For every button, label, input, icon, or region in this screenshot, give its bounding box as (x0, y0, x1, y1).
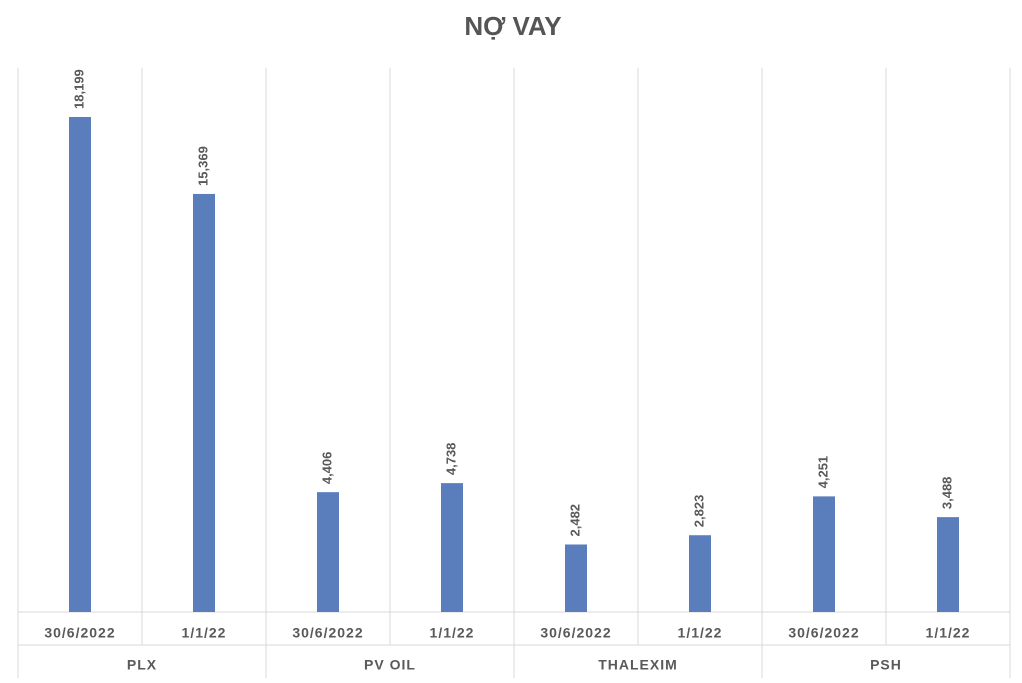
bar (689, 535, 711, 612)
bar (937, 517, 959, 612)
bar (813, 496, 835, 612)
x-tick-label: 1/1/22 (430, 625, 475, 641)
group-label: THALEXIM (598, 657, 678, 673)
bar (565, 544, 587, 612)
data-label: 3,488 (939, 477, 954, 510)
data-label: 15,369 (195, 146, 210, 186)
data-label: 18,199 (71, 69, 86, 109)
bar (441, 483, 463, 612)
bar (69, 116, 91, 613)
data-label: 4,251 (815, 456, 830, 489)
x-tick-label: 30/6/2022 (292, 625, 363, 641)
x-tick-label: 30/6/2022 (44, 625, 115, 641)
data-label: 2,482 (567, 504, 582, 537)
x-tick-label: 30/6/2022 (788, 625, 859, 641)
data-label: 4,738 (443, 443, 458, 476)
x-tick-label: 30/6/2022 (540, 625, 611, 641)
bar (317, 492, 339, 612)
x-tick-label: 1/1/22 (678, 625, 723, 641)
data-label: 4,406 (319, 452, 334, 485)
group-label: PLX (127, 657, 157, 673)
x-tick-label: 1/1/22 (926, 625, 971, 641)
data-label: 2,823 (691, 495, 706, 528)
group-label: PV OIL (364, 657, 416, 673)
group-label: PSH (870, 657, 902, 673)
x-tick-label: 1/1/22 (182, 625, 227, 641)
chart-title: NỢ VAY (464, 11, 561, 41)
bar (193, 193, 215, 612)
